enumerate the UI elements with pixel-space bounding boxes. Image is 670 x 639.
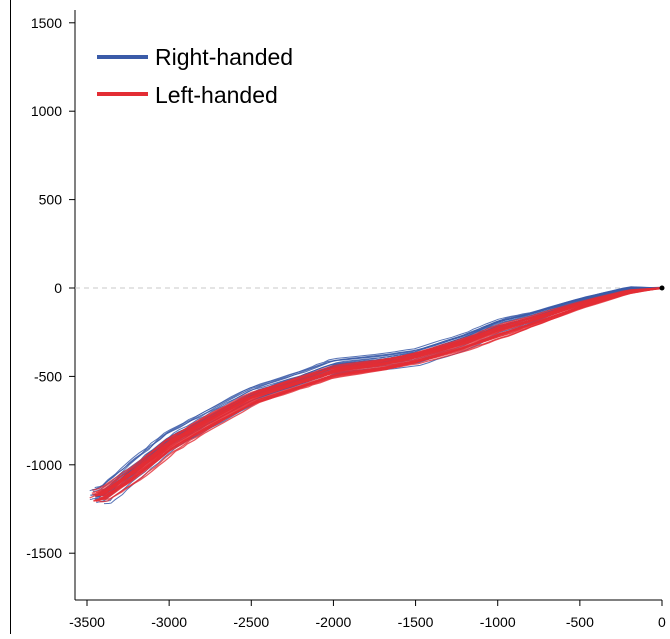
trace-line-right-handed bbox=[98, 287, 662, 495]
chart-frame-left-edge bbox=[10, 0, 11, 634]
y-tick-label: -1500 bbox=[26, 545, 62, 561]
x-tick-label: -2500 bbox=[233, 614, 269, 630]
trace-line-left-handed bbox=[97, 287, 663, 493]
trace-line-left-handed bbox=[95, 287, 663, 503]
trace-line-left-handed bbox=[102, 287, 663, 501]
x-tick-label: -1000 bbox=[480, 614, 516, 630]
trace-line-left-handed bbox=[99, 287, 663, 503]
origin-point bbox=[659, 285, 665, 291]
x-tick-label: -1500 bbox=[398, 614, 434, 630]
trace-line-right-handed bbox=[94, 286, 663, 489]
trace-line-left-handed bbox=[94, 287, 663, 501]
trace-line-left-handed bbox=[99, 287, 663, 497]
trace-line-left-handed bbox=[93, 287, 663, 502]
trace-line-right-handed bbox=[101, 286, 663, 494]
trace-line-left-handed bbox=[99, 287, 663, 500]
x-tick-label: -500 bbox=[566, 614, 594, 630]
legend-label-right-handed: Right-handed bbox=[155, 44, 293, 70]
trace-line-right-handed bbox=[97, 287, 663, 501]
trace-line-left-handed bbox=[99, 287, 663, 497]
trace-line-left-handed bbox=[95, 287, 663, 494]
trace-line-left-handed bbox=[97, 287, 663, 501]
trace-line-right-handed bbox=[92, 286, 663, 493]
legend-label-left-handed: Left-handed bbox=[155, 82, 278, 108]
trace-line-left-handed bbox=[96, 287, 663, 497]
trace-line-right-handed bbox=[101, 287, 663, 503]
trace-line-right-handed bbox=[94, 287, 663, 500]
trace-line-left-handed bbox=[101, 287, 663, 493]
y-tick-label: 1000 bbox=[31, 103, 62, 119]
trace-line-right-handed bbox=[92, 287, 662, 496]
trace-line-right-handed bbox=[104, 287, 663, 505]
x-tick-label: -3500 bbox=[69, 614, 105, 630]
y-tick-label: 500 bbox=[39, 192, 63, 208]
mean-line-left-handed bbox=[94, 286, 663, 497]
y-tick-label: 0 bbox=[54, 280, 62, 296]
x-tick-label: 0 bbox=[658, 614, 666, 630]
x-tick-label: -3000 bbox=[151, 614, 187, 630]
trace-line-left-handed bbox=[99, 287, 663, 494]
trace-line-left-handed bbox=[89, 287, 663, 499]
trace-line-left-handed bbox=[93, 287, 663, 502]
legend: Right-handed Left-handed bbox=[97, 44, 293, 108]
trace-line-left-handed bbox=[97, 287, 663, 497]
trace-line-left-handed bbox=[99, 287, 663, 502]
mean-line-right-handed bbox=[94, 286, 663, 498]
y-tick-label: 1500 bbox=[31, 15, 62, 31]
trace-line-left-handed bbox=[103, 287, 663, 497]
y-tick-label: -500 bbox=[34, 368, 62, 384]
trace-line-right-handed bbox=[101, 287, 663, 492]
trace-line-right-handed bbox=[102, 287, 663, 493]
x-tick-label: -2000 bbox=[316, 614, 352, 630]
trace-line-right-handed bbox=[89, 287, 663, 500]
axis-ticks: -3500 -3000 -2500 -2000 -1500 -1000 -500 0 1500 1… bbox=[26, 15, 666, 630]
trace-line-right-handed bbox=[96, 287, 663, 504]
trace-group bbox=[89, 286, 663, 505]
trace-line-right-handed bbox=[91, 286, 663, 491]
trace-line-right-handed bbox=[90, 287, 663, 496]
trace-line-left-handed bbox=[92, 287, 663, 491]
trace-line-left-handed bbox=[96, 287, 663, 497]
trace-line-left-handed bbox=[92, 287, 663, 496]
trace-line-right-handed bbox=[90, 287, 663, 496]
trace-line-left-handed bbox=[98, 287, 663, 499]
trace-line-right-handed bbox=[100, 286, 663, 491]
y-tick-label: -1000 bbox=[26, 457, 62, 473]
trace-line-left-handed bbox=[91, 287, 663, 494]
trace-line-right-handed bbox=[89, 286, 663, 492]
